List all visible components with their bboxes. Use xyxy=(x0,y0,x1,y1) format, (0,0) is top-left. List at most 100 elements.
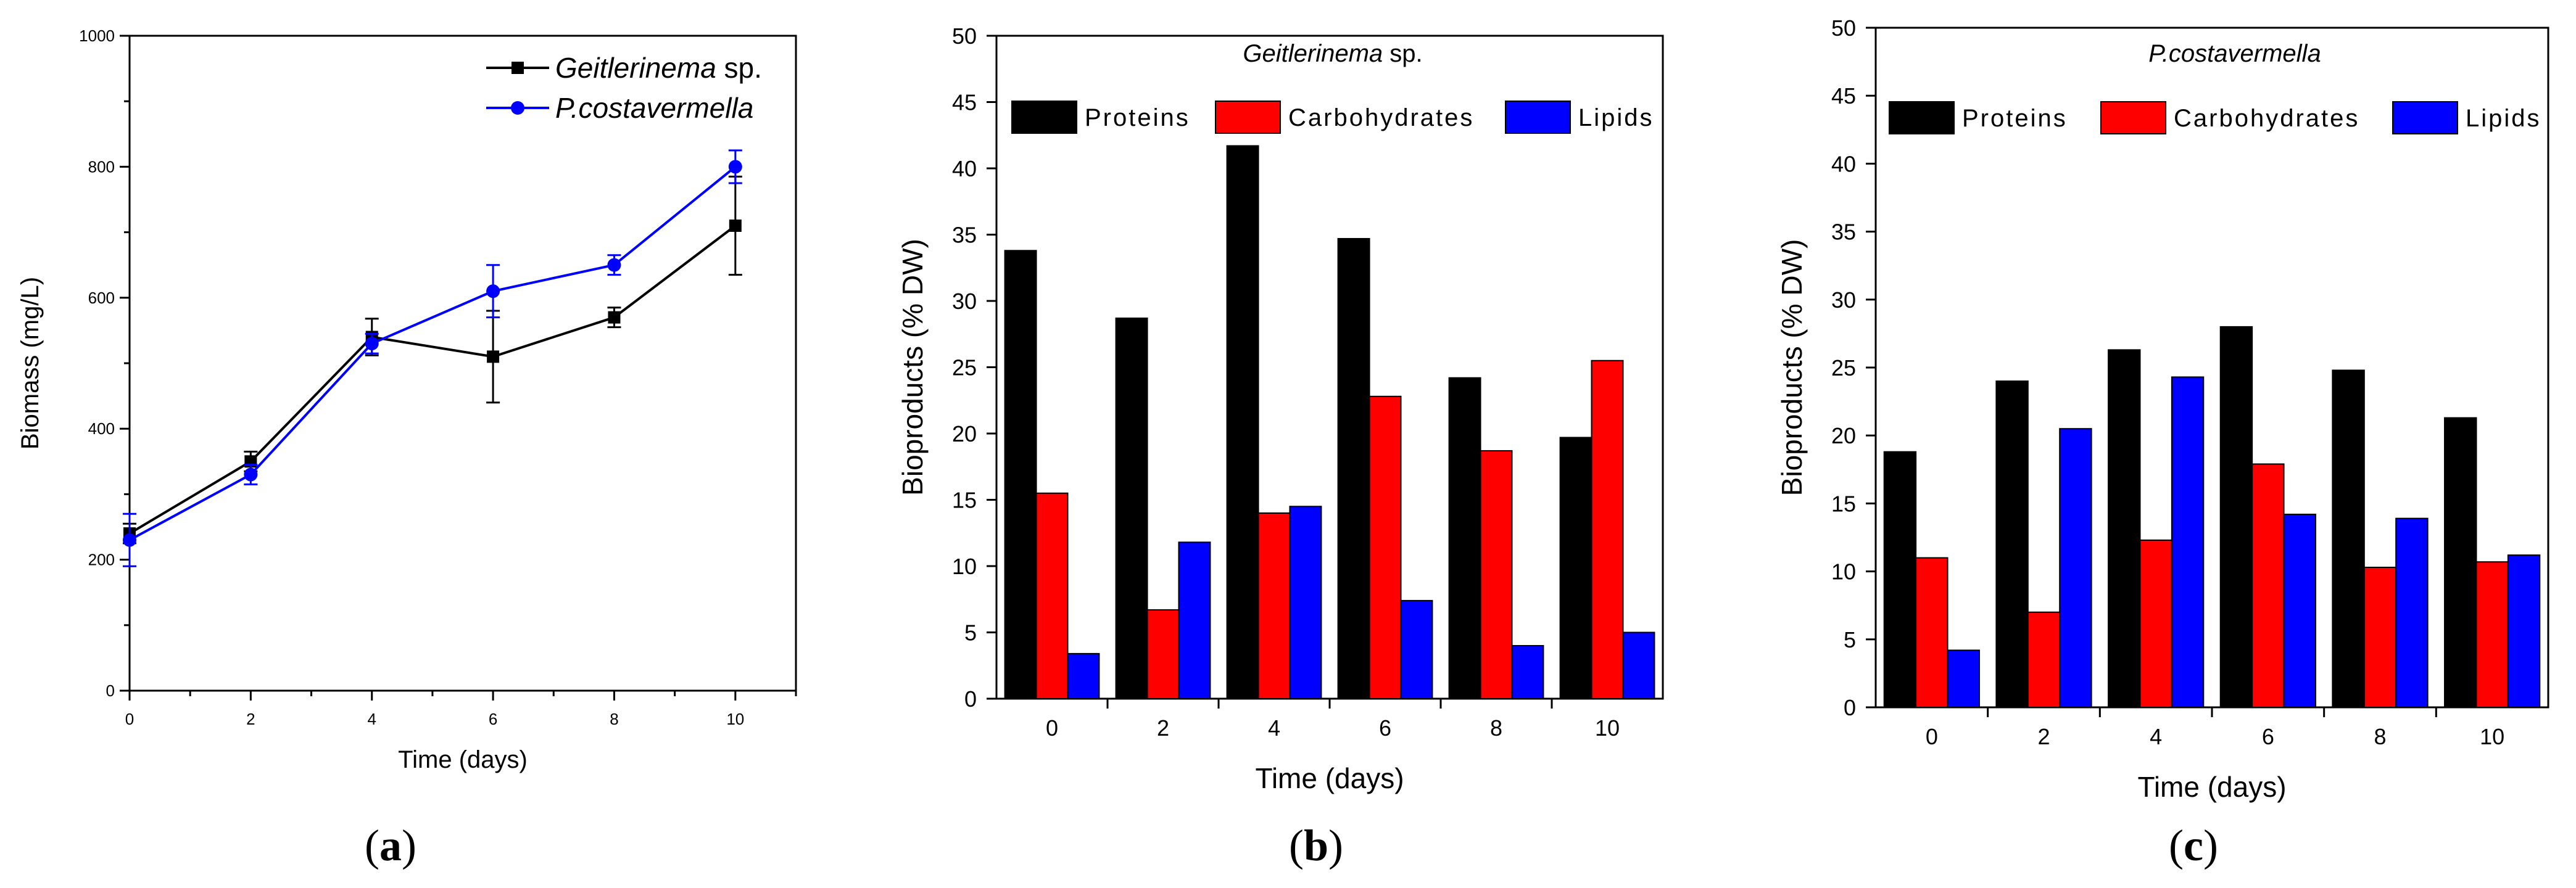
y-axis-label: Bioproducts (% DW) xyxy=(897,239,929,496)
bar-lipids xyxy=(1511,645,1544,699)
legend-swatch xyxy=(1505,101,1571,134)
x-tick-label: 4 xyxy=(1268,715,1280,741)
series-line-1 xyxy=(129,165,737,541)
bar-lipids xyxy=(1067,652,1100,700)
y-tick-label: 0 xyxy=(964,686,977,712)
bar-proteins xyxy=(1448,377,1481,699)
y-tick-label: 25 xyxy=(952,355,977,380)
y-tick-label: 20 xyxy=(1831,423,1856,448)
x-tick-label: 0 xyxy=(125,710,134,728)
x-tick-label: 2 xyxy=(246,710,255,728)
bar-proteins xyxy=(2444,417,2477,708)
x-tick-label: 0 xyxy=(1926,724,1938,749)
data-point xyxy=(608,311,621,324)
bar-proteins xyxy=(1559,437,1592,699)
y-tick-label: 0 xyxy=(106,681,115,700)
bar-carbohydrates xyxy=(2027,611,2061,708)
x-axis-label: Time (days) xyxy=(1255,762,1404,794)
x-tick-label: 4 xyxy=(2150,724,2162,749)
data-point xyxy=(365,337,379,351)
y-tick-label: 25 xyxy=(1831,355,1856,380)
y-tick-label: 1000 xyxy=(79,27,115,45)
x-tick-label: 0 xyxy=(1046,715,1058,741)
bar-carbohydrates xyxy=(1146,609,1180,700)
x-axis-label: Time (days) xyxy=(398,746,528,773)
y-axis-label: Bioproducts (% DW) xyxy=(1776,239,1808,496)
legend-label: Lipids xyxy=(1578,104,1654,131)
data-point xyxy=(244,467,258,482)
legend-swatch xyxy=(2100,101,2166,134)
caption-a: (a) xyxy=(365,821,416,870)
legend-marker xyxy=(511,62,524,74)
bar-lipids xyxy=(1400,599,1433,700)
bar-lipids xyxy=(2059,428,2092,708)
y-tick-label: 40 xyxy=(1831,151,1856,176)
legend-label: Proteins xyxy=(1962,105,2068,132)
y-tick-label: 0 xyxy=(1844,695,1856,720)
y-tick-label: 30 xyxy=(952,289,977,314)
bar-lipids xyxy=(2395,517,2429,708)
x-tick-label: 8 xyxy=(610,710,618,728)
bar-proteins xyxy=(2332,369,2365,708)
data-point xyxy=(728,160,742,174)
data-point xyxy=(729,219,742,232)
legend-swatch xyxy=(1889,101,1955,134)
x-tick-label: 8 xyxy=(1490,715,1502,741)
line-chart-a: 0 2 4 6 8 10 0 200 400 600 800 1000 Time (days) Bioma… xyxy=(17,27,797,773)
data-point xyxy=(123,533,136,547)
bar-proteins xyxy=(1995,380,2029,708)
legend-marker xyxy=(511,101,524,115)
y-tick-label: 5 xyxy=(1844,627,1856,652)
bar-carbohydrates xyxy=(2475,561,2509,708)
y-axis-label: Biomass (mg/L) xyxy=(17,277,44,450)
bar-carbohydrates xyxy=(2251,463,2285,708)
y-tick-label: 10 xyxy=(1831,559,1856,585)
y-tick-label: 35 xyxy=(1831,220,1856,245)
y-tick-label: 35 xyxy=(952,223,977,248)
bar-lipids xyxy=(1289,506,1322,699)
bar-lipids xyxy=(2507,554,2541,708)
legend-label: Lipids xyxy=(2466,105,2541,132)
legend-swatch xyxy=(2392,101,2458,134)
y-tick-label: 20 xyxy=(952,421,977,446)
y-tick-label: 400 xyxy=(88,419,115,438)
caption-c: (c) xyxy=(2169,821,2218,870)
y-tick-label: 800 xyxy=(88,157,115,176)
y-tick-label: 15 xyxy=(1831,491,1856,516)
bar-carbohydrates xyxy=(1915,557,1949,708)
chart-title: P.costavermella xyxy=(2148,40,2321,67)
x-tick-label: 8 xyxy=(2374,724,2386,749)
legend-swatch xyxy=(1215,101,1281,134)
bar-proteins xyxy=(2219,326,2253,708)
bar-proteins xyxy=(1337,237,1370,699)
legend-label: P.costavermella xyxy=(555,92,753,124)
bar-proteins xyxy=(2108,349,2141,708)
chart-title: Geitlerinema sp. xyxy=(1243,40,1422,67)
bar-lipids xyxy=(1622,631,1655,699)
bar-lipids xyxy=(1178,541,1211,699)
x-tick-label: 10 xyxy=(2480,724,2504,749)
bar-carbohydrates xyxy=(2139,539,2172,709)
y-tick-label: 15 xyxy=(952,488,977,513)
x-tick-label: 6 xyxy=(489,710,497,728)
y-tick-label: 10 xyxy=(952,554,977,579)
bar-chart-c: 0 5 10 15 20 25 30 35 40 45 50 0 2 4 6 8 10 Time (days) Bi… xyxy=(1776,15,2549,803)
x-tick-label: 6 xyxy=(2262,724,2274,749)
x-tick-label: 6 xyxy=(1379,715,1391,741)
bar-proteins xyxy=(1004,250,1037,699)
y-tick-label: 30 xyxy=(1831,287,1856,313)
y-tick-label: 600 xyxy=(88,289,115,307)
data-point xyxy=(607,258,621,272)
legend-label: Geitlerinema sp. xyxy=(555,52,762,84)
bar-chart-b: 0 5 10 15 20 25 30 35 40 45 50 0 2 4 6 8 10 Time (days) Bi… xyxy=(897,23,1664,794)
bar-lipids xyxy=(2283,514,2316,708)
y-tick-label: 45 xyxy=(1831,83,1856,109)
y-tick-label: 40 xyxy=(952,156,977,181)
y-tick-label: 5 xyxy=(964,620,977,646)
x-tick-label: 10 xyxy=(1595,715,1620,741)
bar-proteins xyxy=(1883,451,1917,708)
bar-carbohydrates xyxy=(2363,566,2397,708)
bar-carbohydrates xyxy=(1480,450,1513,699)
bar-lipids xyxy=(2171,376,2205,708)
